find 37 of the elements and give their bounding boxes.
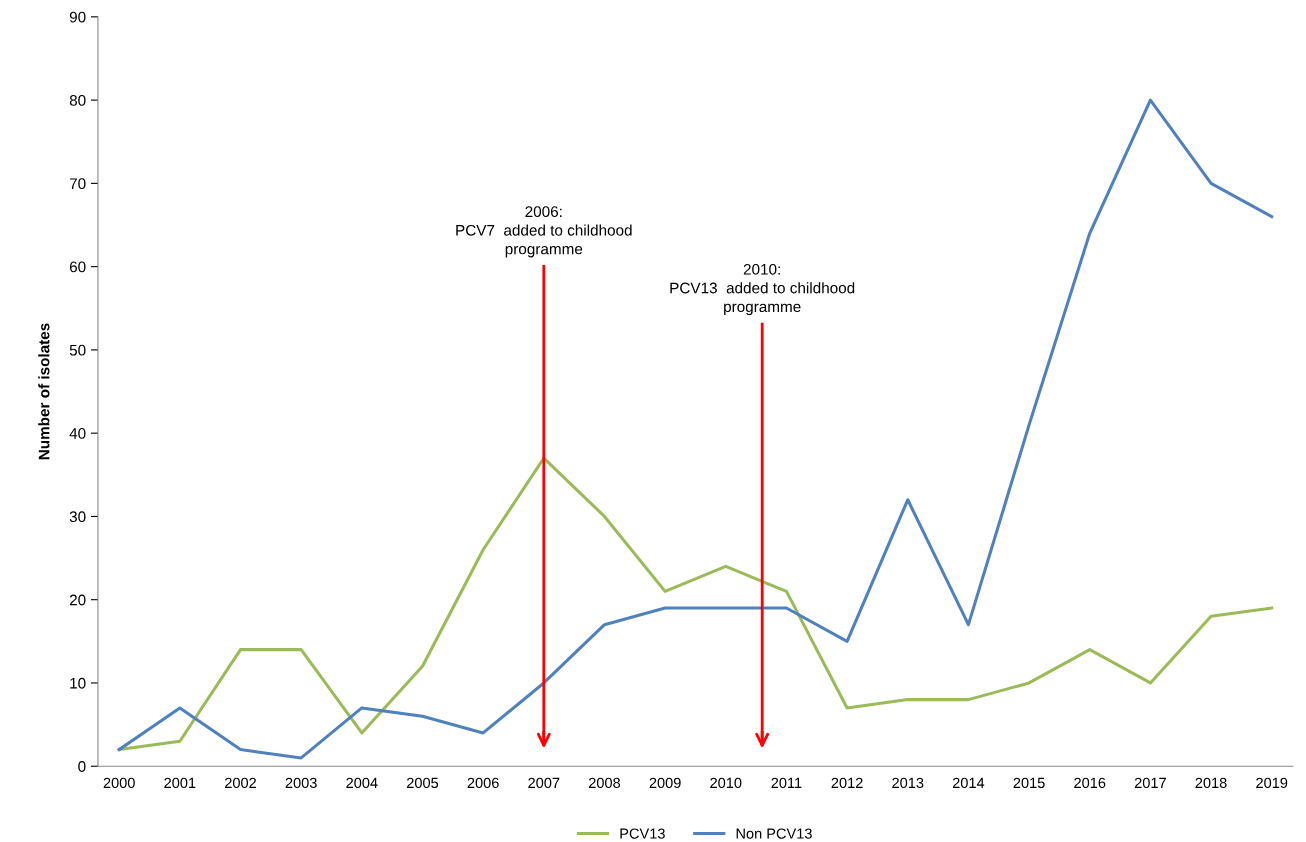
y-tick-label: 10 <box>70 677 86 689</box>
x-tick-label: 2005 <box>406 777 439 789</box>
x-tick-label: 2017 <box>1134 777 1166 789</box>
x-tick-label: 2008 <box>588 777 621 789</box>
x-tick-label: 2007 <box>528 777 560 789</box>
x-tick-label: 2019 <box>1256 777 1288 789</box>
legend-label: PCV13 <box>620 828 665 839</box>
x-tick-label: 2011 <box>771 777 802 789</box>
x-tick-label: 2012 <box>831 777 863 789</box>
x-tick-label: 2006 <box>467 777 499 789</box>
x-tick-label: 2009 <box>649 777 681 789</box>
y-tick-label: 80 <box>69 94 86 106</box>
ref-line-label: 2006: PCV7 added to childhood programme <box>456 206 632 258</box>
x-tick-label: 2004 <box>346 777 378 789</box>
y-tick-label: 70 <box>69 178 86 190</box>
x-tick-label: 2001 <box>164 777 196 789</box>
x-tick-label: 2010 <box>710 777 742 789</box>
x-tick-label: 2015 <box>1013 777 1045 789</box>
x-tick-label: 2013 <box>892 777 924 789</box>
line-series <box>117 98 1274 760</box>
y-tick-label: 0 <box>78 761 86 772</box>
y-tick-label: 30 <box>69 511 86 523</box>
y-tick-label: 60 <box>69 261 86 273</box>
x-tick-label: 2002 <box>225 777 256 789</box>
y-tick-label: 50 <box>69 344 86 356</box>
x-tick-label: 2003 <box>285 777 317 789</box>
y-tick-label: 40 <box>69 428 86 439</box>
x-tick-label: 2018 <box>1195 777 1227 789</box>
ref-line-label: 2010: PCV13 added to childhood programme <box>670 263 855 316</box>
x-tick-label: 2000 <box>103 777 135 789</box>
line-series <box>117 456 1274 752</box>
y-tick-label: 90 <box>69 11 86 23</box>
x-tick-label: 2014 <box>952 777 985 789</box>
y-axis-title: Number of isolates <box>38 323 50 460</box>
legend-label: Non PCV13 <box>736 828 812 839</box>
y-tick-label: 20 <box>69 594 86 606</box>
x-tick-label: 2016 <box>1074 777 1106 789</box>
